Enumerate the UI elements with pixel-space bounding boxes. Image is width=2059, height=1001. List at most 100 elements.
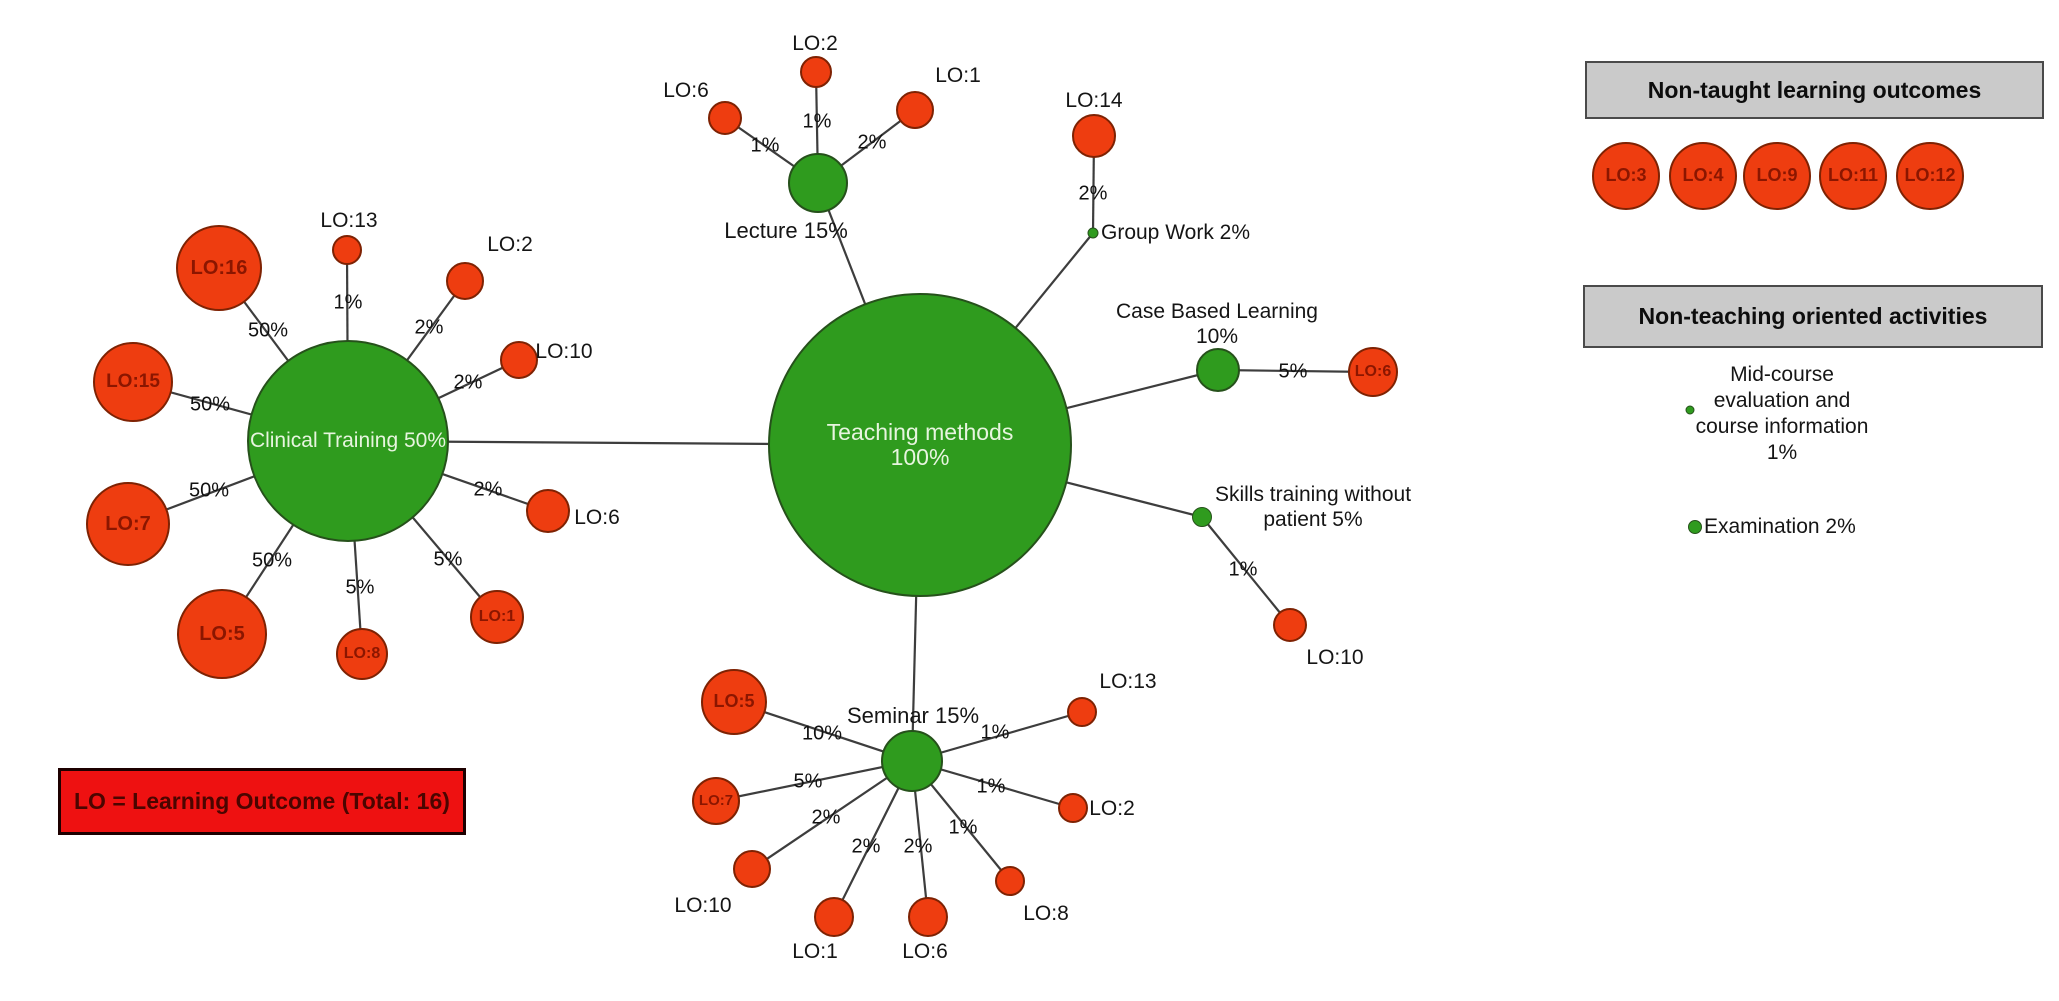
node-seminar-lo6 xyxy=(908,897,948,937)
label-seminar-lo1: LO:1 xyxy=(792,940,838,963)
label-case-based-learning: Case Based Learning xyxy=(1116,300,1318,323)
non-taught-title: Non-taught learning outcomes xyxy=(1647,76,1982,103)
label-clinical-lo2: LO:2 xyxy=(487,233,533,256)
node-lecture-lo2 xyxy=(800,56,832,88)
pct-seminar-lo1: 2% xyxy=(851,835,881,858)
node-group-work xyxy=(1087,227,1099,239)
legend-box: LO = Learning Outcome (Total: 16) xyxy=(58,768,466,835)
examination-label: Examination 2% xyxy=(1704,515,1856,538)
node-clinical-training: Clinical Training 50% xyxy=(247,340,449,542)
label-skills-training-line1: Skills training without xyxy=(1214,483,1412,506)
label-seminar-lo2: LO:2 xyxy=(1089,797,1135,820)
node-teaching-methods: Teaching methods 100% xyxy=(768,293,1072,597)
node-clinical-lo16: LO:16 xyxy=(176,225,262,311)
label-groupwork-lo14: LO:14 xyxy=(1065,89,1123,112)
nontaught-lo9-label: LO:9 xyxy=(1756,165,1798,186)
node-lecture-lo1 xyxy=(896,91,934,129)
label-seminar-lo10: LO:10 xyxy=(674,894,732,917)
pct-clinical-lo15: 50% xyxy=(189,393,231,416)
node-nontaught-lo3: LO:3 xyxy=(1592,142,1660,210)
pct-lecture-lo2: 1% xyxy=(802,110,832,133)
node-nontaught-lo12: LO:12 xyxy=(1896,142,1964,210)
pct-lecture-lo1: 2% xyxy=(857,131,887,154)
pct-skills-lo10: 1% xyxy=(1228,558,1258,581)
pct-clinical-lo16: 50% xyxy=(247,319,289,342)
label-lecture: Lecture 15% xyxy=(724,218,848,243)
label-skills-lo10: LO:10 xyxy=(1306,646,1364,669)
edge-seminar-lo10 xyxy=(751,760,913,870)
seminar-lo7-label: LO:7 xyxy=(698,791,734,809)
examination-dot xyxy=(1688,520,1702,534)
node-clinical-lo8: LO:8 xyxy=(336,628,388,680)
pct-clinical-lo13: 1% xyxy=(333,291,363,314)
label-clinical-lo13: LO:13 xyxy=(320,209,378,232)
nontaught-lo12-label: LO:12 xyxy=(1904,165,1956,186)
legend-text: LO = Learning Outcome (Total: 16) xyxy=(74,788,450,814)
node-seminar-lo7: LO:7 xyxy=(692,777,740,825)
midcourse-line1: Mid-course xyxy=(1730,363,1834,386)
clinical-training-label: Clinical Training 50% xyxy=(249,429,447,453)
midcourse-dot xyxy=(1685,405,1695,415)
pct-clinical-lo1: 5% xyxy=(433,548,463,571)
edge-skills-lo10 xyxy=(1201,516,1291,626)
node-clinical-lo5: LO:5 xyxy=(177,589,267,679)
node-clinical-lo15: LO:15 xyxy=(93,342,173,422)
pct-clinical-lo8: 5% xyxy=(345,576,375,599)
nontaught-lo3-label: LO:3 xyxy=(1605,165,1647,186)
node-seminar-lo5: LO:5 xyxy=(701,669,767,735)
pct-clinical-lo6: 2% xyxy=(473,478,503,501)
node-seminar-lo13 xyxy=(1067,697,1097,727)
lo15-label: LO:15 xyxy=(106,370,160,392)
node-nontaught-lo4: LO:4 xyxy=(1669,142,1737,210)
label-group-work: Group Work 2% xyxy=(1101,221,1250,244)
midcourse-line2: evaluation and xyxy=(1713,389,1851,412)
non-taught-header: Non-taught learning outcomes xyxy=(1585,61,2044,119)
edge-casebased-lo6 xyxy=(1217,368,1374,374)
node-clinical-lo7: LO:7 xyxy=(86,482,170,566)
node-seminar-lo10 xyxy=(733,850,771,888)
node-casebased-lo6: LO:6 xyxy=(1348,347,1398,397)
pct-clinical-lo2: 2% xyxy=(414,316,444,339)
node-skills-lo10 xyxy=(1273,608,1307,642)
node-clinical-lo13 xyxy=(332,235,362,265)
label-seminar-lo6: LO:6 xyxy=(902,940,948,963)
label-seminar-lo8: LO:8 xyxy=(1023,902,1069,925)
pct-seminar-lo6: 2% xyxy=(903,835,933,858)
node-nontaught-lo11: LO:11 xyxy=(1819,142,1887,210)
non-teaching-header: Non-teaching oriented activities xyxy=(1583,285,2043,348)
pct-seminar-lo7: 5% xyxy=(793,770,823,793)
lo16-label: LO:16 xyxy=(190,257,248,279)
nontaught-lo4-label: LO:4 xyxy=(1682,165,1724,186)
label-lecture-lo6: LO:6 xyxy=(663,79,709,102)
label-clinical-lo10: LO:10 xyxy=(535,340,593,363)
midcourse-line3: course information xyxy=(1695,415,1869,438)
lo7-label: LO:7 xyxy=(105,513,151,535)
pct-seminar-lo13: 1% xyxy=(980,721,1010,744)
lo1-label: LO:1 xyxy=(478,608,516,626)
pct-seminar-lo2: 1% xyxy=(976,775,1006,798)
label-seminar: Seminar 15% xyxy=(846,703,980,728)
pct-case-based-learning: 10% xyxy=(1195,325,1239,348)
midcourse-line4: 1% xyxy=(1766,441,1798,464)
pct-lecture-lo6: 1% xyxy=(750,134,780,157)
node-clinical-lo1: LO:1 xyxy=(470,590,524,644)
node-case-based-learning xyxy=(1196,348,1240,392)
node-clinical-lo6 xyxy=(526,489,570,533)
teaching-methods-pct: 100% xyxy=(890,444,950,470)
pct-seminar-lo5: 10% xyxy=(801,722,843,745)
pct-clinical-lo7: 50% xyxy=(188,479,230,502)
node-lecture-lo6 xyxy=(708,101,742,135)
midcourse-label: Mid-course evaluation and course informa… xyxy=(1696,362,1869,466)
pct-groupwork-lo14: 2% xyxy=(1078,182,1108,205)
node-clinical-lo10 xyxy=(500,341,538,379)
edge-seminar-lo7 xyxy=(715,759,913,803)
pct-clinical-lo10: 2% xyxy=(453,371,483,394)
node-clinical-lo2 xyxy=(446,262,484,300)
non-teaching-title: Non-teaching oriented activities xyxy=(1638,303,1988,329)
pct-clinical-lo5: 50% xyxy=(251,549,293,572)
node-seminar-lo1 xyxy=(814,897,854,937)
nontaught-lo11-label: LO:11 xyxy=(1827,165,1879,186)
casebased-lo6-label: LO:6 xyxy=(1354,363,1392,381)
pct-seminar-lo10: 2% xyxy=(811,806,841,829)
